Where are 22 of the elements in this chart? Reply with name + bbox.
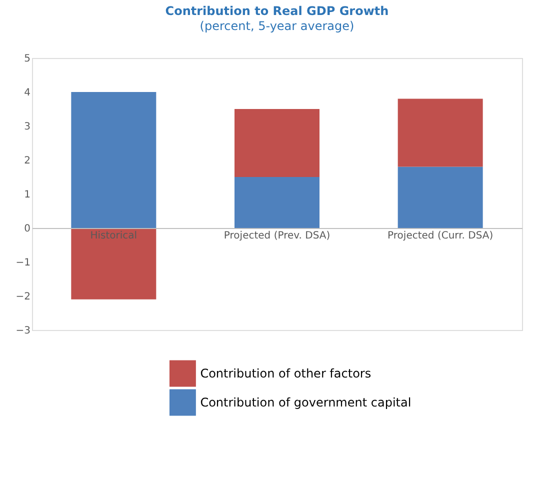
y-tick-label: 2: [24, 156, 30, 166]
bar: [398, 98, 483, 167]
x-tick-label: Projected (Curr. DSA): [388, 230, 494, 242]
bar: [398, 166, 483, 228]
y-tick-label: −1: [16, 258, 30, 268]
y-tick-label: 3: [24, 122, 30, 132]
legend-label: Contribution of other factors: [200, 366, 372, 380]
bar: [71, 92, 156, 228]
x-tick-label: Historical: [90, 230, 138, 242]
y-tick-label: −3: [16, 326, 30, 336]
bar: [234, 109, 320, 177]
chart-title: Contribution to Real GDP Growth: [165, 4, 389, 18]
y-tick-label: 5: [24, 54, 30, 64]
y-tick-label: 0: [24, 224, 30, 234]
bar: [234, 177, 320, 228]
legend-label: Contribution of government capital: [200, 396, 412, 410]
chart-subtitle: (percent, 5-year average): [200, 19, 354, 33]
y-tick-label: −2: [16, 292, 30, 302]
x-tick-label: Projected (Prev. DSA): [224, 230, 330, 242]
y-tick-label: 4: [24, 88, 30, 98]
y-tick-label: 1: [24, 190, 30, 200]
bar: [71, 228, 156, 300]
